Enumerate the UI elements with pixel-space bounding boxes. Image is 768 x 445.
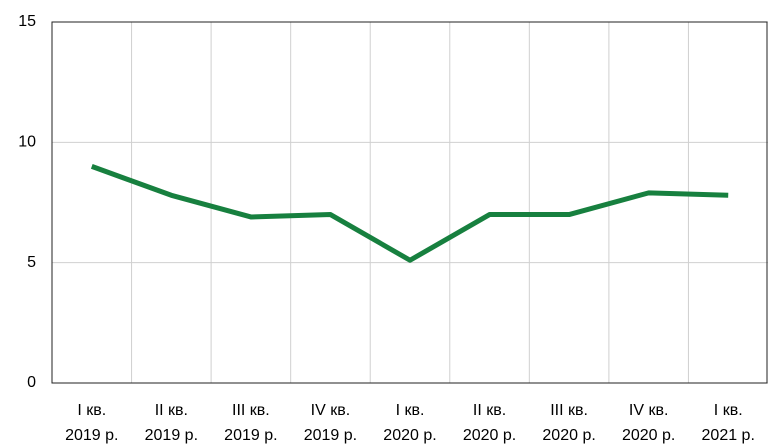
y-tick-label: 5 (27, 254, 36, 271)
x-tick-label: IV кв. 2019 р. (303, 402, 358, 444)
y-tick-label: 15 (18, 13, 36, 30)
plot-frame (51, 21, 768, 384)
x-tick-label: II кв. 2020 р. (462, 402, 517, 444)
x-tick-label: I кв. 2020 р. (383, 402, 437, 444)
data-line (90, 164, 729, 263)
x-tick-label: IV кв. 2020 р. (621, 402, 676, 444)
x-tick-label: I кв. 2021 р. (701, 402, 755, 444)
x-tick-label: III кв. 2020 р. (542, 402, 596, 444)
x-tick-label: III кв. 2019 р. (224, 402, 278, 444)
x-tick-label: I кв. 2019 р. (65, 402, 119, 444)
x-tick-label: II кв. 2019 р. (144, 402, 199, 444)
y-tick-label: 0 (27, 374, 36, 391)
y-tick-label: 10 (18, 134, 36, 151)
